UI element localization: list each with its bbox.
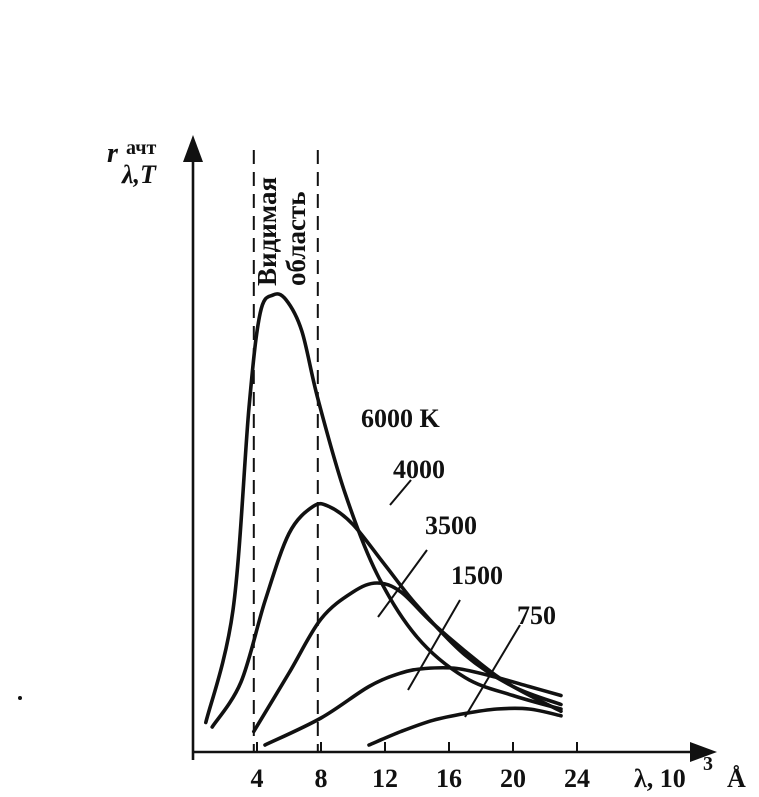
x-tick-label-4: 4	[251, 764, 264, 793]
leader-line-750	[464, 624, 521, 718]
curve-label-3500: 3500	[425, 511, 477, 540]
x-tick-label-16: 16	[436, 764, 462, 793]
x-tick-label-12: 12	[372, 764, 398, 793]
x-axis-arrow	[690, 742, 717, 762]
curve-label-4000: 4000	[393, 455, 445, 484]
y-axis-arrow	[183, 135, 203, 162]
curve-6000-k	[204, 292, 563, 725]
curve-1500	[263, 665, 563, 747]
x-axis-label-unit: Å	[727, 764, 746, 793]
x-tick-label-20: 20	[500, 764, 526, 793]
leader-line-1500	[407, 599, 461, 691]
x-axis-label: λ, 10	[634, 764, 686, 793]
visible-region-label-line1: Видимая	[252, 177, 282, 286]
y-axis-label: r	[107, 138, 119, 169]
x-axis-label-exponent: 3	[703, 753, 713, 775]
visible-region-label-line2: область	[281, 192, 311, 287]
leader-line-3500	[377, 549, 428, 618]
curve-label-750: 750	[517, 601, 556, 630]
curve-750	[367, 706, 563, 747]
x-tick-label-8: 8	[315, 764, 328, 793]
curve-label-6000: 6000 K	[361, 404, 441, 433]
leader-line-4000	[389, 479, 412, 506]
stray-dot	[18, 696, 22, 700]
y-axis-label-subscript: λ,T	[121, 160, 157, 189]
x-tick-label-24: 24	[564, 764, 590, 793]
curve-4000	[210, 501, 563, 729]
curve-label-1500: 1500	[451, 561, 503, 590]
y-axis-label-superscript: ачт	[126, 137, 156, 159]
